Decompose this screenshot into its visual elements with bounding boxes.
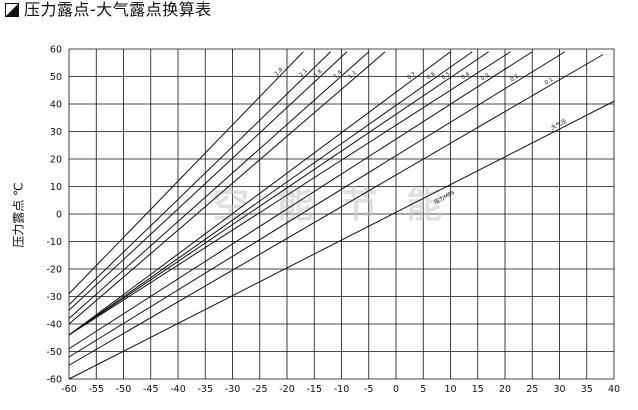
- y-tick-label: -50: [46, 347, 62, 358]
- y-tick-label: 20: [50, 155, 62, 166]
- x-tick-label: 15: [472, 384, 484, 395]
- series-lines: [68, 51, 615, 380]
- x-tick-label: -40: [170, 384, 186, 395]
- x-tick-label: -10: [334, 384, 350, 395]
- series-line: [68, 51, 451, 336]
- x-tick-label: -45: [143, 384, 159, 395]
- series-line: [68, 51, 304, 295]
- x-tick-label: -20: [279, 384, 295, 395]
- x-tick-label: 20: [499, 384, 511, 395]
- y-tick-label: -60: [46, 375, 62, 386]
- series-label: 1.1: [348, 70, 359, 80]
- chart-title: 压力露点-大气露点换算表: [24, 0, 212, 19]
- series-line: [68, 51, 370, 319]
- x-tick-label: -55: [88, 384, 104, 395]
- chart-header: 压力露点-大气露点换算表: [0, 0, 638, 24]
- series-line: [68, 51, 386, 325]
- y-tick-label: -20: [46, 265, 62, 276]
- black-triangle-corner-icon: [5, 3, 19, 17]
- x-tick-label: 30: [553, 384, 565, 395]
- series-line: [68, 51, 511, 336]
- series-label: 0.3: [480, 72, 491, 82]
- x-tick-label: 35: [581, 384, 593, 395]
- x-tick-label: 0: [393, 384, 399, 395]
- series-label: 0.1: [544, 77, 555, 87]
- series-label: 0.6: [426, 71, 437, 81]
- series-label: 2.1: [298, 68, 308, 78]
- x-tick-label: -5: [364, 384, 373, 395]
- series-line: [68, 54, 604, 366]
- y-tick-label: 40: [50, 100, 62, 111]
- series-line: [68, 51, 473, 336]
- x-tick-label: 5: [420, 384, 426, 395]
- watermark-text: 空 能 节 能: [213, 185, 451, 226]
- series-label: 0.2: [510, 74, 521, 84]
- y-tick-label: -30: [46, 292, 62, 303]
- series-label: 1.4: [333, 69, 344, 80]
- series-line: [68, 100, 615, 380]
- y-tick-label: -40: [46, 320, 62, 331]
- series-label: 2.8: [274, 67, 285, 78]
- series-label: 0.7: [406, 71, 417, 81]
- series-line: [68, 51, 331, 306]
- x-tick-label: -30: [225, 384, 241, 395]
- x-tick-label: -15: [306, 384, 322, 395]
- x-tick-label: -35: [197, 384, 213, 395]
- series-line: [68, 51, 533, 350]
- y-tick-label: 60: [50, 45, 62, 56]
- x-tick-label: 25: [526, 384, 538, 395]
- x-tick-label: -25: [252, 384, 268, 395]
- x-tick-label: -50: [116, 384, 132, 395]
- series-line: [68, 51, 348, 311]
- y-tick-label: 0: [56, 210, 62, 221]
- series-line: [68, 51, 566, 358]
- axis-ticks: -60 -55 -50 -45 -40 -35 -30 -25 -20 -15 -10 -5 0 5 10 1…: [46, 45, 620, 396]
- x-tick-label: -60: [61, 384, 77, 395]
- y-tick-label: 30: [50, 127, 62, 138]
- y-tick-label: 10: [50, 182, 62, 193]
- series-label: 1.8: [313, 68, 324, 79]
- series-line: [68, 51, 489, 336]
- x-tick-label: 40: [608, 384, 620, 395]
- y-tick-label: 50: [50, 72, 62, 83]
- y-tick-label: -10: [46, 237, 62, 248]
- series-label: 0.5: [441, 71, 452, 81]
- watermark: 空 能 节 能: [213, 185, 451, 226]
- x-tick-label: 10: [444, 384, 456, 395]
- series-label: 0.4: [460, 71, 471, 81]
